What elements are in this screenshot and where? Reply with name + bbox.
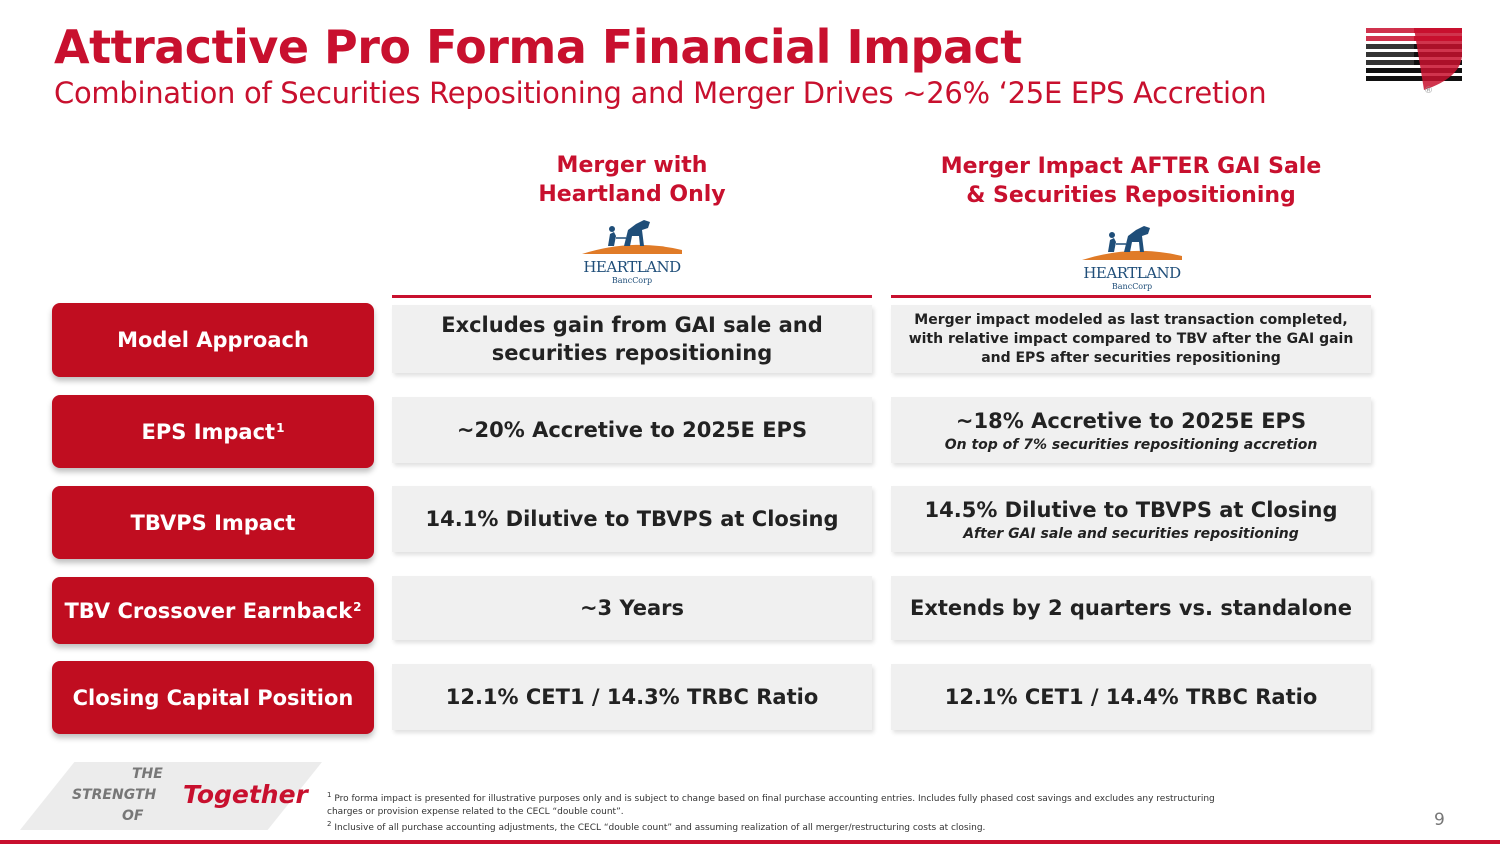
page-title: Attractive Pro Forma Financial Impact <box>54 20 1022 74</box>
cell-earnback-heartland-only: ~3 Years <box>392 576 872 640</box>
cell-model-approach-after-gai: Merger impact modeled as last transactio… <box>891 305 1371 373</box>
bottom-accent-bar <box>0 840 1500 844</box>
cell-capital-heartland-only: 12.1% CET1 / 14.3% TRBC Ratio <box>392 664 872 730</box>
cell-earnback-after-gai: Extends by 2 quarters vs. standalone <box>891 576 1371 640</box>
company-shield-logo <box>1366 28 1462 90</box>
row-label-tbv-crossover-earnback: TBV Crossover Earnback 2 <box>52 577 374 644</box>
footnotes: 1 Pro forma impact is presented for illu… <box>327 789 1247 835</box>
cell-eps-impact-after-gai: ~18% Accretive to 2025E EPS On top of 7%… <box>891 397 1371 463</box>
cell-tbvps-impact-heartland-only: 14.1% Dilutive to TBVPS at Closing <box>392 486 872 552</box>
column-divider <box>891 295 1371 298</box>
column-divider <box>392 295 872 298</box>
farmer-horse-icon <box>1082 226 1182 260</box>
farmer-horse-icon <box>582 220 682 254</box>
strength-of-together-tagline: THE STRENGTH OF Together <box>20 762 322 830</box>
row-label-eps-impact: EPS Impact 1 <box>52 395 374 468</box>
row-label-model-approach: Model Approach <box>52 303 374 377</box>
footnote-ref: 1 <box>276 420 285 435</box>
cell-capital-after-gai: 12.1% CET1 / 14.4% TRBC Ratio <box>891 664 1371 730</box>
footnote-2: 2 Inclusive of all purchase accounting a… <box>327 820 986 833</box>
row-label-closing-capital-position: Closing Capital Position <box>52 661 374 734</box>
page-subtitle: Combination of Securities Repositioning … <box>54 76 1267 110</box>
heartland-bancorp-logo: HEARTLAND BancCorp <box>572 208 692 288</box>
column-heading-heartland-only: Merger with Heartland Only <box>538 153 726 207</box>
page-number: 9 <box>1434 810 1445 830</box>
cell-tbvps-impact-after-gai: 14.5% Dilutive to TBVPS at Closing After… <box>891 486 1371 552</box>
footnote-1: 1 Pro forma impact is presented for illu… <box>327 791 1215 817</box>
column-heading-after-gai-sale: Merger Impact AFTER GAI Sale & Securitie… <box>940 154 1322 208</box>
row-label-tbvps-impact: TBVPS Impact <box>52 486 374 559</box>
cell-model-approach-heartland-only: Excludes gain from GAI sale and securiti… <box>392 305 872 373</box>
cell-eps-impact-heartland-only: ~20% Accretive to 2025E EPS <box>392 397 872 463</box>
registered-mark: ® <box>1424 86 1433 96</box>
footnote-ref: 2 <box>353 599 362 614</box>
heartland-bancorp-logo: HEARTLAND BancCorp <box>1072 214 1192 294</box>
